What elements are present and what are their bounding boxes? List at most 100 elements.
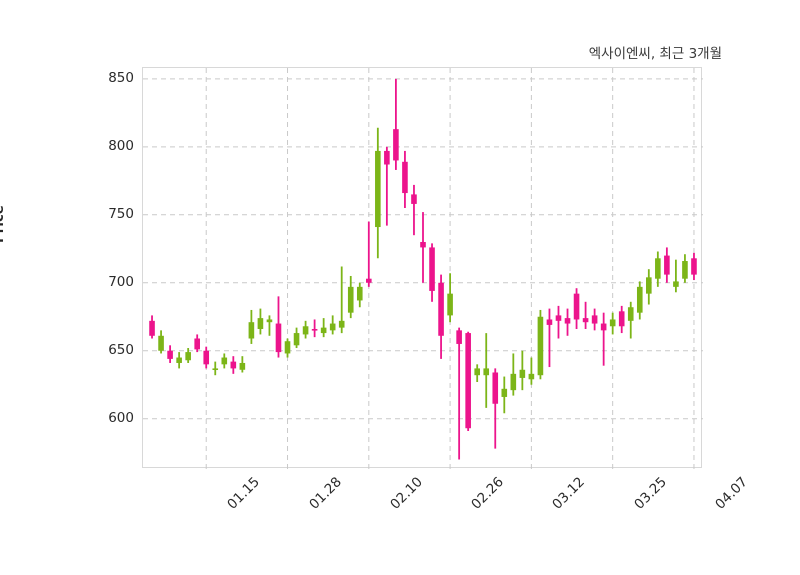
- candlestick: [402, 150, 408, 209]
- y-axis-tick-label: 650: [108, 341, 134, 358]
- candle-body: [185, 352, 191, 361]
- candle-body: [266, 319, 273, 323]
- candle-body: [167, 350, 173, 359]
- x-axis-tick: 03.12: [550, 474, 589, 513]
- plot-area: [142, 67, 703, 469]
- candlestick: [582, 301, 589, 329]
- candlestick: [546, 308, 553, 368]
- candlestick: [239, 356, 246, 373]
- candle-body: [311, 328, 318, 331]
- candlestick: [438, 274, 444, 359]
- x-axis-tick-labels: 01.15 01.28 02.10 02.26 03.12 03.25 04.07: [142, 468, 751, 538]
- candle-body: [627, 307, 634, 321]
- candlestick: [393, 78, 399, 170]
- candle-body: [176, 357, 182, 363]
- candlestick: [501, 376, 508, 414]
- candlestick: [528, 357, 535, 385]
- candle-body: [646, 277, 652, 294]
- candle-body: [221, 357, 228, 365]
- candlestick: [456, 327, 462, 460]
- x-axis-tick-label: 03.12: [549, 474, 589, 513]
- candlestick: [483, 333, 490, 408]
- y-axis-tick-labels: 600 650 700 750 800 850: [84, 67, 134, 468]
- candlestick: [447, 273, 453, 323]
- candle-body: [429, 247, 435, 291]
- candlestick: [329, 315, 336, 335]
- candle-body: [456, 330, 462, 344]
- x-axis-tick-label: 03.25: [630, 474, 670, 513]
- candle-body: [528, 373, 535, 380]
- candlestick: [203, 346, 210, 369]
- candle-body: [230, 361, 237, 369]
- candle-body: [438, 282, 444, 336]
- candlestick: [375, 127, 381, 259]
- x-axis-tick-label: 04.07: [712, 474, 751, 513]
- candlestick: [194, 334, 200, 353]
- candlestick: [465, 331, 471, 431]
- candlestick: [519, 350, 526, 391]
- candle-body: [275, 323, 282, 353]
- y-axis-tick-label: 850: [108, 69, 134, 86]
- candlestick: [555, 305, 562, 339]
- y-axis-label: Price: [0, 205, 7, 243]
- candle-body: [492, 372, 499, 404]
- candle-body: [257, 318, 264, 329]
- candlestick: [257, 308, 264, 335]
- candlestick: [411, 184, 417, 236]
- candlestick: [347, 275, 354, 319]
- candle-body: [203, 350, 210, 365]
- candlestick: [366, 221, 372, 287]
- candlestick: [275, 296, 282, 358]
- x-axis-tick-label: 02.26: [468, 474, 508, 513]
- candlestick: [537, 309, 544, 380]
- candlestick: [664, 247, 670, 283]
- candlestick: [627, 301, 634, 339]
- candle-body: [609, 319, 616, 327]
- x-axis-tick-label: 01.28: [305, 474, 345, 513]
- x-axis-tick-label: 01.15: [224, 474, 264, 513]
- candle-body: [636, 286, 643, 313]
- candlestick: [167, 345, 173, 363]
- chart-title: 엑사이엔씨, 최근 3개월: [588, 46, 722, 62]
- candle-body: [501, 388, 508, 397]
- candle-body: [338, 320, 345, 328]
- candle-body: [573, 293, 580, 320]
- x-axis-tick: 02.10: [387, 474, 426, 513]
- candle-body: [402, 161, 408, 194]
- candlestick: [691, 252, 697, 281]
- candle-body: [591, 315, 598, 324]
- candle-body: [655, 258, 661, 279]
- candlestick: [573, 288, 580, 329]
- y-axis-tick-label: 600: [108, 409, 134, 426]
- candle-body: [618, 311, 625, 327]
- candle-body: [447, 293, 453, 316]
- candlestick: [302, 320, 309, 339]
- candle-body: [239, 362, 246, 370]
- candle-body: [320, 327, 327, 334]
- candlestick: [420, 212, 426, 283]
- candlestick: [682, 254, 688, 283]
- candlestick: [636, 281, 643, 320]
- candle-body: [664, 255, 670, 275]
- candle-body: [384, 150, 390, 165]
- candlestick: [618, 305, 625, 334]
- candle-body: [537, 316, 544, 376]
- candle-body: [302, 326, 309, 335]
- candle-body: [546, 319, 553, 325]
- y-axis-tick-label: 700: [108, 273, 134, 290]
- candle-body: [158, 335, 164, 351]
- candle-body: [347, 286, 354, 313]
- x-axis-tick-label: 02.10: [387, 474, 426, 513]
- candlestick: [600, 312, 607, 366]
- candle-body: [691, 258, 697, 275]
- candlestick: [248, 309, 255, 344]
- x-axis-tick: 03.25: [631, 474, 670, 513]
- candlestick: [492, 368, 499, 449]
- candle-body: [474, 368, 480, 376]
- candlestick: [266, 315, 273, 336]
- candle-body: [519, 369, 526, 378]
- candle-body: [293, 333, 300, 346]
- candlestick: [510, 353, 517, 396]
- candlestick: [655, 251, 661, 287]
